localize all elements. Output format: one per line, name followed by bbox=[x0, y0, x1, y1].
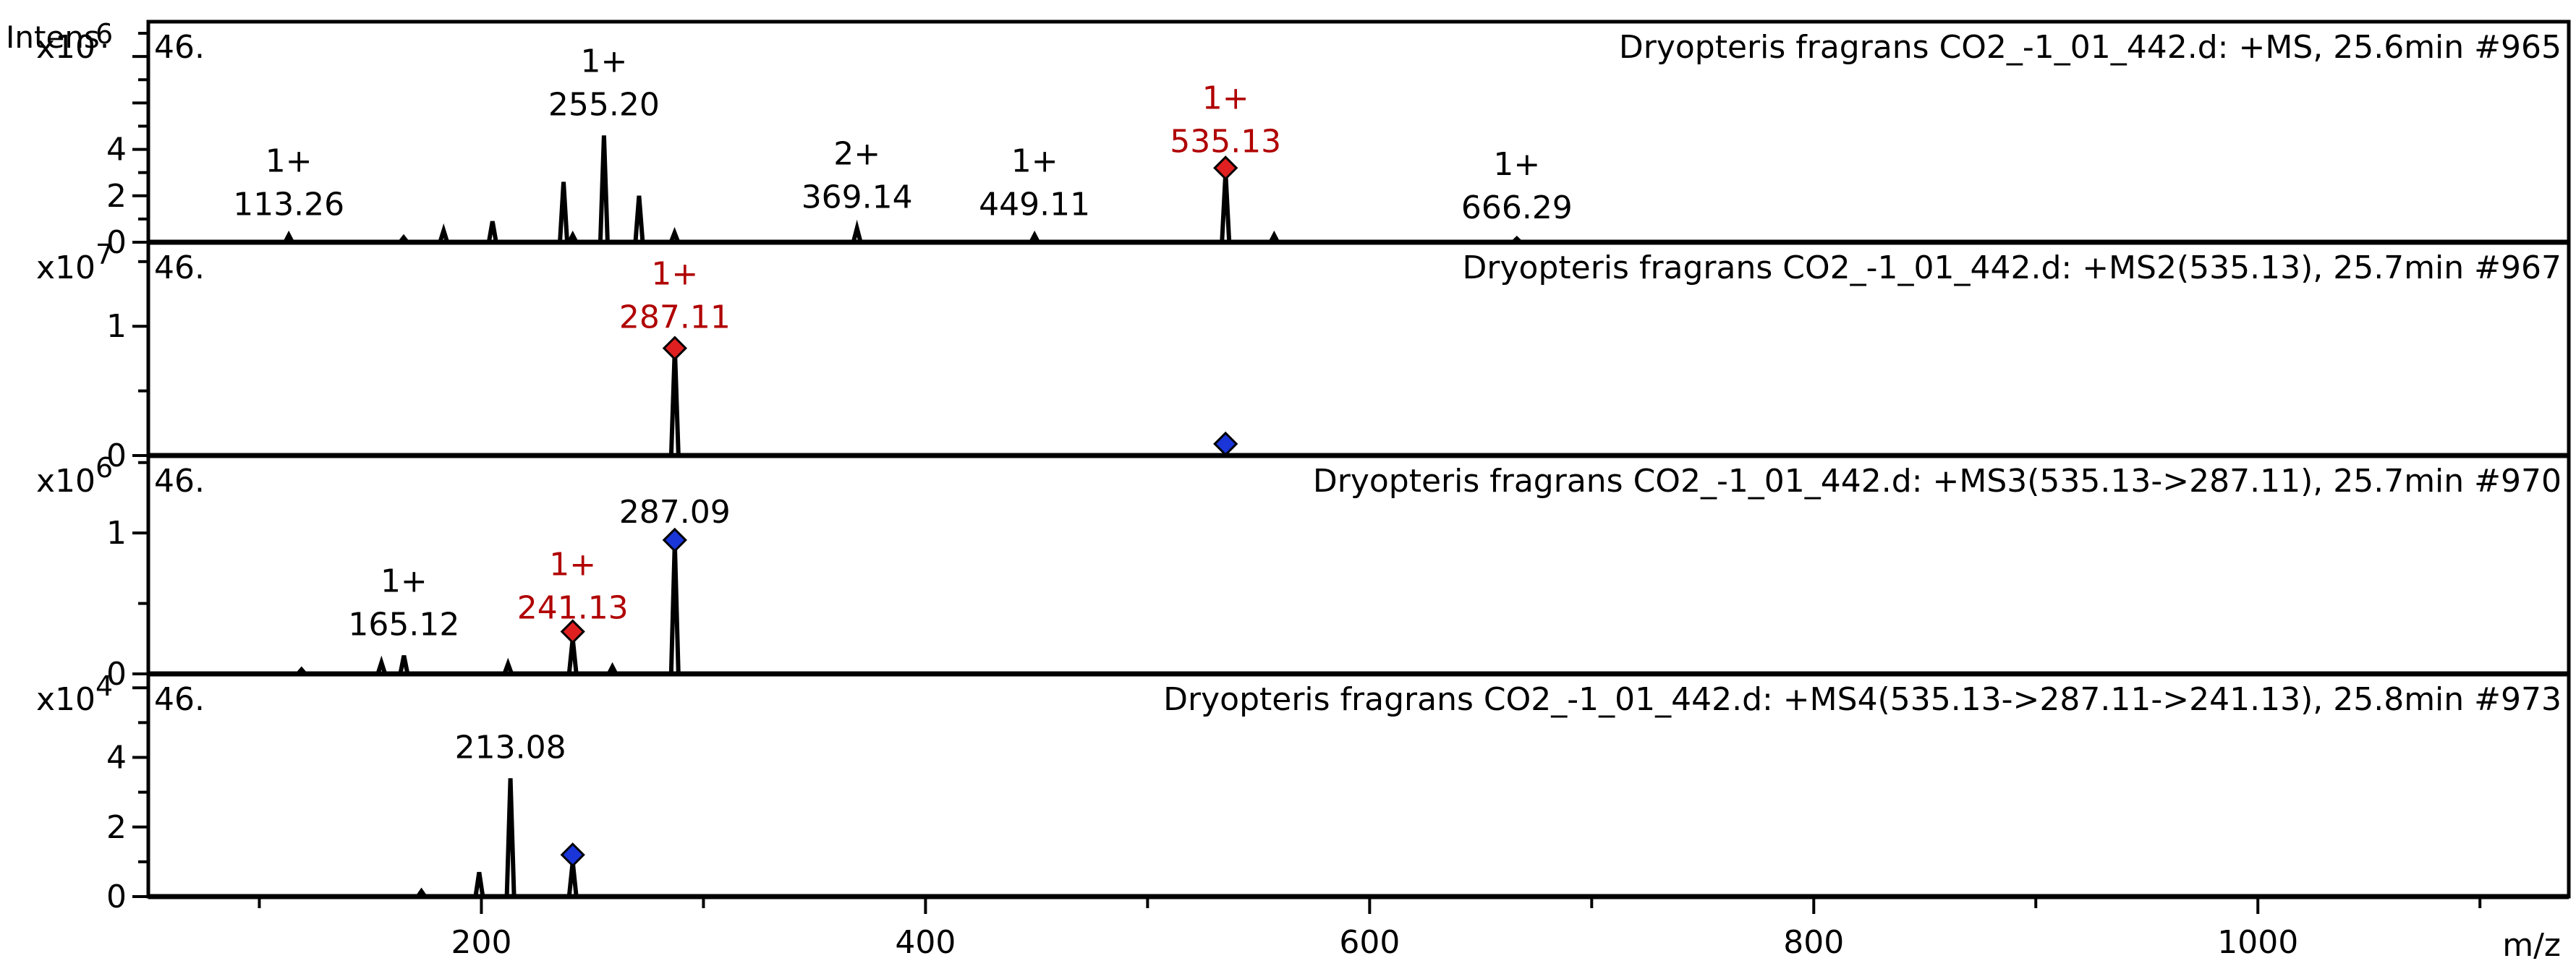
y-tick-label: 0 bbox=[106, 224, 127, 261]
spectrum-peak bbox=[598, 135, 610, 243]
y-tick-label: 0 bbox=[106, 879, 127, 915]
y-tick-label: 4 bbox=[106, 132, 127, 168]
panel-id: 46. bbox=[154, 463, 205, 500]
peak-mz-label: 287.11 bbox=[619, 299, 731, 336]
x-tick-label: 600 bbox=[1339, 924, 1400, 961]
precursor-diamond-marker bbox=[662, 527, 687, 553]
y-tick-label: 1 bbox=[106, 515, 127, 552]
precursor-diamond-marker bbox=[560, 619, 585, 644]
y-axis-title: Intens. bbox=[6, 20, 109, 55]
panel-title: Dryopteris fragrans CO2_-1_01_442.d: +MS… bbox=[1163, 681, 2562, 718]
panel-id: 46. bbox=[154, 29, 205, 66]
precursor-diamond-marker bbox=[1213, 431, 1238, 457]
peak-charge-label: 1+ bbox=[381, 563, 428, 600]
spectrum-peak bbox=[1220, 172, 1232, 243]
y-multiplier-label: x106 bbox=[36, 452, 113, 500]
y-multiplier-label: x104 bbox=[36, 670, 113, 718]
peak-charge-label: 2+ bbox=[833, 136, 880, 173]
panel-id: 46. bbox=[154, 681, 205, 718]
precursor-diamond-marker bbox=[560, 842, 585, 868]
spectrum-peak bbox=[668, 542, 681, 675]
y-tick-label: 2 bbox=[106, 809, 127, 846]
y-tick-label: 2 bbox=[106, 178, 127, 215]
peak-mz-label: 287.09 bbox=[619, 494, 731, 531]
y-multiplier-exponent: 4 bbox=[95, 670, 113, 702]
y-multiplier-exponent: 6 bbox=[95, 18, 113, 50]
peak-charge-label: 1+ bbox=[580, 43, 627, 80]
spectrum-peak bbox=[851, 219, 863, 243]
spectrum-peak bbox=[486, 221, 498, 243]
y-multiplier-exponent: 7 bbox=[95, 239, 113, 270]
peak-mz-label: 113.26 bbox=[233, 186, 344, 223]
y-multiplier-exponent: 6 bbox=[95, 452, 113, 484]
peak-charge-label: 1+ bbox=[1493, 146, 1540, 183]
x-tick-label: 800 bbox=[1783, 924, 1844, 961]
spectrum-peak bbox=[375, 655, 388, 675]
precursor-diamond-marker bbox=[1213, 155, 1238, 181]
y-multiplier-base: x10 bbox=[36, 463, 95, 500]
x-tick-label: 200 bbox=[451, 924, 511, 961]
spectrum-peak bbox=[558, 181, 570, 243]
peak-mz-label: 255.20 bbox=[548, 86, 660, 123]
spectrum-peak bbox=[438, 223, 450, 243]
precursor-diamond-marker bbox=[662, 335, 687, 361]
spectrum-peak bbox=[668, 226, 681, 244]
panel-title: Dryopteris fragrans CO2_-1_01_442.d: +MS… bbox=[1463, 249, 2562, 286]
spectrum-peak bbox=[633, 195, 645, 243]
peak-charge-label: 1+ bbox=[265, 142, 313, 179]
peak-charge-label: 1+ bbox=[1011, 142, 1058, 179]
peak-mz-label: 165.12 bbox=[348, 607, 459, 644]
peak-mz-label: 449.11 bbox=[979, 186, 1090, 223]
peak-mz-label: 666.29 bbox=[1461, 189, 1573, 226]
spectrum-peak bbox=[502, 657, 514, 675]
spectrum-peak bbox=[398, 655, 410, 675]
y-tick-label: 0 bbox=[106, 656, 127, 693]
peak-charge-label: 1+ bbox=[1202, 80, 1249, 117]
y-tick-label: 4 bbox=[106, 740, 127, 777]
y-multiplier-base: x10 bbox=[36, 681, 95, 718]
panel-title: Dryopteris fragrans CO2_-1_01_442.d: +MS… bbox=[1619, 29, 2562, 66]
y-multiplier-label: x107 bbox=[36, 239, 113, 286]
peak-charge-label: 1+ bbox=[651, 256, 698, 293]
x-axis-title: m/z bbox=[2502, 927, 2561, 964]
y-tick-label: 1 bbox=[106, 308, 127, 345]
y-tick-label: 0 bbox=[106, 437, 127, 474]
x-tick-label: 1000 bbox=[2217, 924, 2298, 961]
y-multiplier-base: x10 bbox=[36, 249, 95, 286]
spectrum-panel-3: 0 1 x106 46. Dryopteris fragrans CO2_-1_01_4… bbox=[36, 452, 2571, 693]
spectrum-peak bbox=[473, 871, 485, 897]
spectrum-peak bbox=[668, 348, 681, 456]
peak-mz-label: 213.08 bbox=[455, 729, 566, 766]
spectrum-panel-2: 0 1 x107 46. Dryopteris fragrans CO2_-1_01_4… bbox=[36, 239, 2571, 474]
y-multiplier-label: x106 bbox=[36, 18, 113, 66]
spectrum-peak bbox=[504, 778, 517, 897]
peak-mz-label: 535.13 bbox=[1170, 124, 1281, 161]
panel-title: Dryopteris fragrans CO2_-1_01_442.d: +MS… bbox=[1313, 463, 2562, 500]
panel-id: 46. bbox=[154, 249, 205, 286]
peak-mz-label: 369.14 bbox=[802, 179, 913, 216]
y-multiplier-base: x10 bbox=[36, 29, 95, 66]
peak-charge-label: 1+ bbox=[549, 546, 596, 583]
x-tick-label: 400 bbox=[895, 924, 956, 961]
